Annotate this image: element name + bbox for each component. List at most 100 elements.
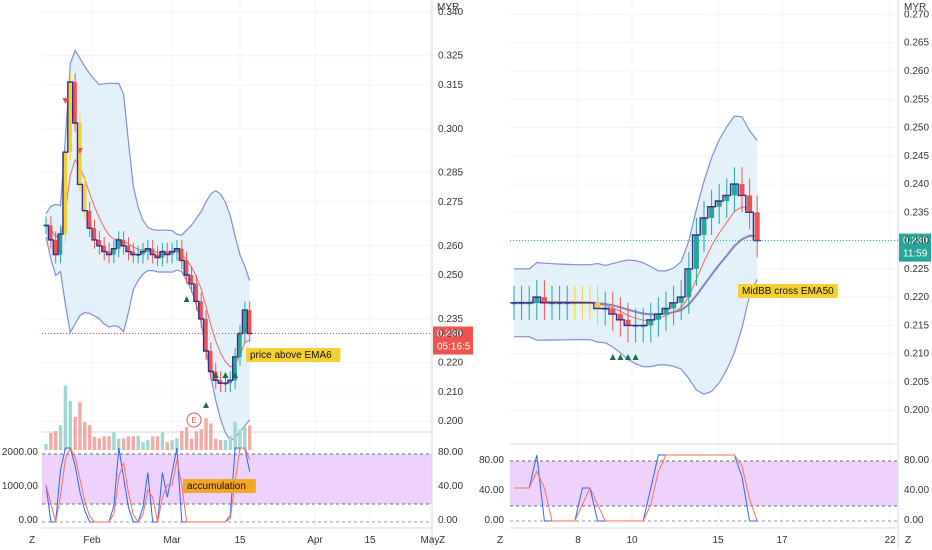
candle-body (58, 234, 63, 255)
volume-bar (121, 438, 126, 450)
candle-body (165, 251, 169, 255)
volume-bar (54, 431, 58, 450)
volume-bar (141, 442, 145, 450)
bollinger-upper-line (45, 49, 251, 281)
earnings-marker[interactable] (186, 412, 202, 428)
price-tick-label: 0.245 (904, 151, 929, 162)
candle-body (189, 275, 194, 284)
candle-body (175, 248, 179, 252)
stochastic-d-line (514, 454, 758, 522)
zoom-button[interactable]: Z (439, 535, 445, 546)
candle-body (572, 302, 578, 305)
candle-body (549, 302, 555, 305)
stochastic-left-tick: 80.00 (479, 455, 504, 466)
candle-body (617, 314, 623, 320)
zoom-button[interactable]: Z (905, 535, 911, 546)
volume-bar (102, 436, 106, 450)
zoom-button[interactable]: Z (29, 535, 35, 546)
stochastic-right-tick: 40.00 (438, 481, 463, 492)
candle-body (754, 212, 760, 241)
candle-body (121, 239, 126, 246)
volume-bar (223, 440, 228, 450)
signal-triangle (62, 98, 69, 104)
signal-triangle (625, 354, 631, 360)
bollinger-band-fill (514, 116, 758, 395)
price-tick-label: 0.250 (904, 123, 929, 134)
candle-body (579, 302, 585, 305)
volume-bar (238, 429, 242, 450)
volume-bar (165, 442, 169, 450)
volume-bar (233, 421, 237, 450)
candle-body (595, 302, 601, 309)
candle-body (724, 195, 730, 202)
zoom-button[interactable]: Z (497, 535, 503, 546)
volume-bar (184, 427, 189, 450)
price-tick-label: 0.200 (904, 405, 929, 416)
candle-body (739, 184, 745, 196)
volume-bar (68, 400, 72, 450)
annotation-box (183, 479, 256, 493)
annotation-text: MidBB cross EMA50 (742, 286, 834, 297)
candle-body (648, 319, 654, 326)
stochastic-right-tick: 0.00 (904, 515, 924, 526)
candle-body (701, 218, 707, 235)
price-tick-label: 0.210 (438, 387, 463, 398)
candle-body (233, 356, 237, 381)
candle-body (107, 251, 111, 255)
candle-body (218, 380, 223, 384)
left-chart-panel: 0.23005:16:50.2000.2100.2200.2300.2350.2… (2, 0, 473, 548)
volume-bar (92, 436, 97, 450)
candle-body (68, 82, 72, 153)
candle-body (238, 333, 242, 357)
price-tick-label: 0.255 (904, 94, 929, 105)
candle-body (126, 245, 131, 252)
candle-body (131, 251, 135, 255)
price-tick-label: 0.325 (438, 51, 463, 62)
stochastic-d-line (45, 446, 251, 523)
volume-bar (180, 430, 184, 450)
candle-body (180, 248, 184, 261)
price-tick-label: 0.230 (904, 236, 929, 247)
price-tick-label: 0.210 (904, 349, 929, 360)
price-tick-label: 0.225 (904, 264, 929, 275)
price-tick-label: 0.220 (904, 292, 929, 303)
candle-body (44, 225, 48, 227)
candle-body (228, 380, 232, 384)
candle-body (146, 248, 150, 252)
candle-body (209, 351, 213, 372)
volume-bar (83, 421, 87, 450)
candle-body (73, 82, 77, 123)
stochastic-left-tick: 2000.00 (2, 447, 39, 458)
signal-triangle (212, 372, 219, 378)
close-step-line (510, 183, 761, 327)
candle-body (141, 251, 145, 255)
volume-bar (243, 427, 247, 450)
candle-body (63, 152, 68, 235)
candle-body (541, 297, 547, 303)
candle-body (155, 254, 160, 258)
candle-body (199, 301, 203, 319)
candle-body (610, 308, 616, 315)
candle-body (87, 210, 92, 229)
annotation-box (738, 284, 838, 298)
signal-triangle (232, 372, 239, 378)
candle-body (248, 310, 252, 334)
candle-body (625, 319, 631, 326)
price-tick-label: 0.220 (438, 358, 463, 369)
volume-bar (199, 429, 203, 450)
volume-bar (160, 432, 165, 450)
signal-triangle (222, 372, 229, 378)
candle-body (640, 325, 646, 327)
earnings-marker-label: E (191, 416, 196, 425)
candle-body (519, 302, 525, 305)
last-price-tag (899, 233, 931, 262)
price-tick-label: 0.230 (438, 329, 463, 340)
price-tick-label: 0.265 (904, 38, 929, 49)
volume-bar (126, 436, 131, 450)
time-axis-label: Feb (83, 535, 101, 546)
candle-body (709, 206, 715, 218)
volume-bar (248, 425, 252, 450)
price-tick-label: 0.235 (438, 314, 463, 325)
candle-body (83, 184, 87, 211)
volume-bar (44, 444, 48, 450)
